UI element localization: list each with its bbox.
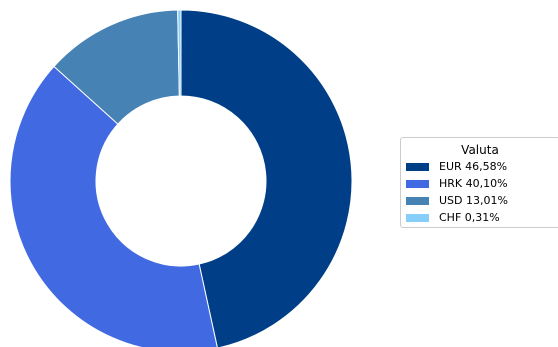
slice-eur: [180, 9, 353, 347]
legend-item-chf: CHF 0,31%: [406, 209, 558, 226]
legend-item-hrk: HRK 40,10%: [406, 175, 558, 192]
legend-item-eur: EUR 46,58%: [406, 158, 558, 175]
legend-item-usd: USD 13,01%: [406, 192, 558, 209]
legend: Valuta EUR 46,58% HRK 40,10% USD 13,01% CHF…: [400, 137, 558, 228]
slice-chf: [177, 9, 182, 97]
legend-swatch: [406, 162, 429, 171]
legend-label: EUR 46,58%: [439, 160, 508, 173]
legend-swatch: [406, 196, 429, 205]
legend-label: HRK 40,10%: [439, 177, 508, 190]
legend-title: Valuta: [461, 143, 499, 157]
slice-hrk: [9, 65, 218, 347]
legend-items: EUR 46,58% HRK 40,10% USD 13,01% CHF 0,31%: [401, 158, 558, 226]
legend-swatch: [406, 213, 429, 222]
legend-label: CHF 0,31%: [439, 211, 500, 224]
legend-label: USD 13,01%: [439, 194, 508, 207]
legend-swatch: [406, 179, 429, 188]
